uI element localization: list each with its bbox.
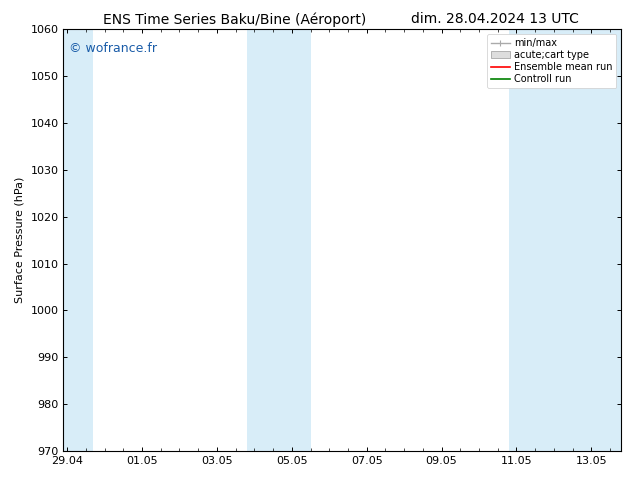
Bar xyxy=(63,29,93,451)
Bar xyxy=(509,29,621,451)
Text: ENS Time Series Baku/Bine (Aéroport): ENS Time Series Baku/Bine (Aéroport) xyxy=(103,12,366,27)
Legend: min/max, acute;cart type, Ensemble mean run, Controll run: min/max, acute;cart type, Ensemble mean … xyxy=(487,34,616,88)
Text: dim. 28.04.2024 13 UTC: dim. 28.04.2024 13 UTC xyxy=(411,12,578,26)
Y-axis label: Surface Pressure (hPa): Surface Pressure (hPa) xyxy=(15,177,25,303)
Bar xyxy=(247,29,311,451)
Text: © wofrance.fr: © wofrance.fr xyxy=(69,42,157,55)
